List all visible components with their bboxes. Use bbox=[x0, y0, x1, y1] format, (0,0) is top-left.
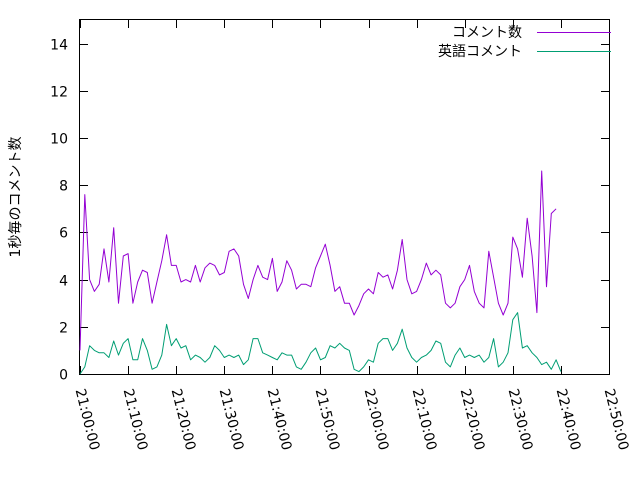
series-line-1 bbox=[79, 170, 557, 351]
y-tick-label: 8 bbox=[59, 179, 68, 195]
y-tick-label: 0 bbox=[59, 368, 68, 384]
legend-label-2: 英語コメント bbox=[438, 43, 522, 60]
series-line-2 bbox=[79, 312, 562, 375]
x-tick-label: 21:40:00 bbox=[264, 387, 295, 452]
y-tick-label: 4 bbox=[59, 274, 68, 290]
plot-area bbox=[79, 19, 610, 375]
x-tick-label: 21:00:00 bbox=[72, 387, 103, 452]
y-tick-label: 14 bbox=[50, 38, 68, 54]
y-tick-label: 10 bbox=[50, 132, 68, 148]
plot-frame bbox=[79, 19, 610, 375]
y-tick-label: 12 bbox=[50, 85, 68, 101]
x-tick-label: 22:30:00 bbox=[505, 387, 536, 452]
x-tick-label: 22:20:00 bbox=[457, 387, 488, 452]
x-axis: 21:00:00 21:10:00 21:20:00 21:30:00 21:40:00… bbox=[72, 20, 632, 452]
y-tick-label: 6 bbox=[59, 226, 68, 242]
legend-label-1: コメント数 bbox=[452, 25, 522, 41]
y-axis-label: 1秒毎のコメント数 bbox=[8, 137, 24, 258]
x-tick-label: 21:10:00 bbox=[120, 387, 151, 452]
series-group bbox=[79, 170, 562, 375]
x-tick-label: 21:30:00 bbox=[216, 387, 247, 452]
y-axis: 0 2 4 6 8 10 12 14 bbox=[50, 38, 609, 384]
y-tick-label: 2 bbox=[59, 321, 68, 337]
x-tick-label: 22:10:00 bbox=[409, 387, 440, 452]
x-tick-label: 21:50:00 bbox=[312, 387, 343, 452]
x-tick-label: 22:40:00 bbox=[553, 387, 584, 452]
x-tick-label: 22:00:00 bbox=[361, 387, 392, 452]
x-tick-label: 22:50:00 bbox=[601, 387, 632, 452]
x-tick-label: 21:20:00 bbox=[168, 387, 199, 452]
